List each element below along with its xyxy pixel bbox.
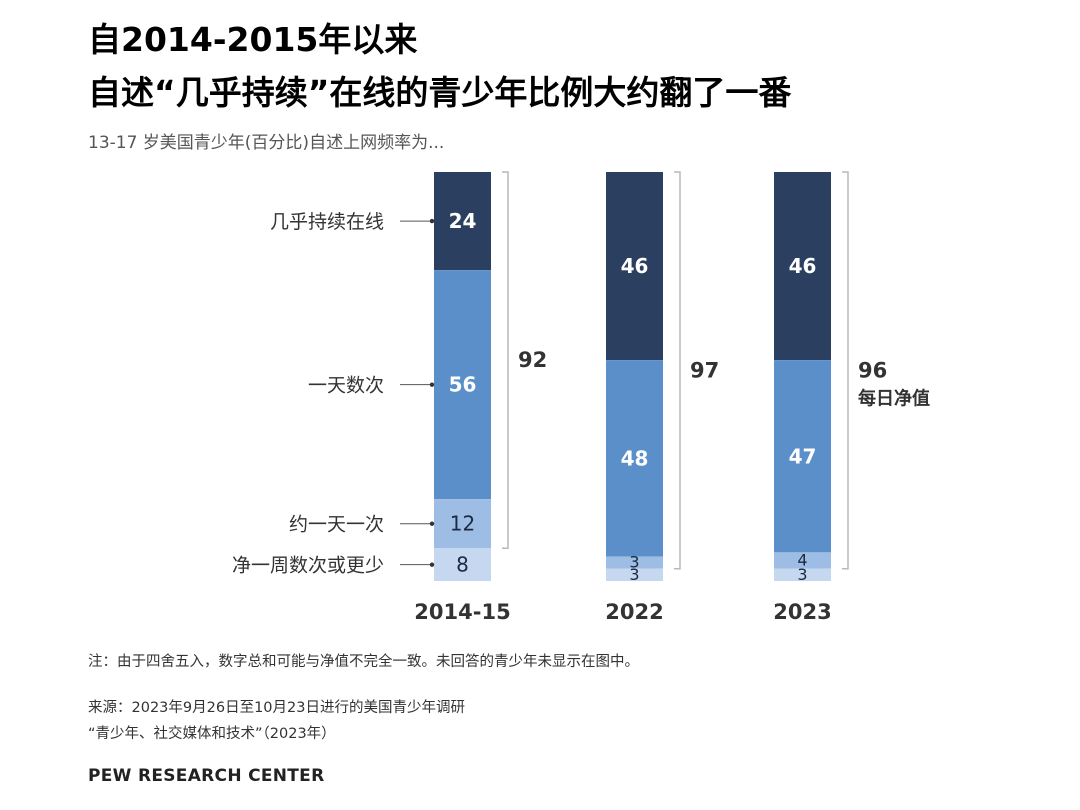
bar-segment [774, 568, 831, 581]
source-line1: 来源：2023年9月26日至10月23日进行的美国青少年调研 [88, 700, 465, 716]
bar-value-label: 8 [456, 553, 469, 577]
bar-value-label: 48 [621, 446, 649, 470]
category-label: 2014-15 [414, 600, 510, 624]
category-label: 2022 [605, 600, 663, 624]
bar-segment [434, 172, 491, 271]
source-line2: “青少年、社交媒体和技术”（2023年） [88, 726, 336, 742]
bar-segment [434, 499, 491, 549]
category-label: 2023 [773, 600, 831, 624]
bar-segment [606, 172, 663, 361]
chart-title-line2: 自述“几乎持续”在线的青少年比例大约翻了一番 [88, 73, 792, 112]
bar-segment [606, 556, 663, 569]
net-bracket [674, 171, 681, 570]
bar-segment [606, 360, 663, 557]
bar-value-label: 46 [789, 254, 817, 278]
bar-value-label: 3 [797, 565, 807, 584]
net-bracket [842, 171, 849, 570]
chart-title-line1: 自2014-2015年以来 [88, 20, 418, 59]
stacked-bar-chart: 24561282014-1592464833202297464743202396… [232, 171, 930, 624]
leader-dot [429, 382, 435, 387]
chart-subtitle: 13-17 岁美国青少年(百分比)自述上网频率为... [88, 133, 445, 153]
leader-dot [429, 521, 435, 526]
bar-segment [434, 548, 491, 581]
leader-dot [429, 562, 435, 567]
bar-segment [774, 552, 831, 569]
bar-segment [606, 568, 663, 581]
series-label: 一天数次 [308, 375, 384, 397]
bar-value-label: 47 [789, 444, 817, 468]
bar-value-label: 3 [629, 553, 639, 572]
footnote: 注：由于四舍五入，数字总和可能与净值不完全一致。未回答的青少年未显示在图中。 [88, 654, 639, 670]
brand-logo-text: PEW RESEARCH CENTER [88, 766, 325, 786]
net-value-label: 96 [858, 358, 887, 382]
net-bracket [502, 171, 509, 550]
net-value-label: 92 [518, 348, 547, 372]
bar-segment [434, 270, 491, 500]
bar-value-label: 12 [450, 512, 475, 536]
bar-value-label: 24 [449, 209, 477, 233]
bar-value-label: 4 [797, 551, 807, 570]
net-caption: 每日净值 [858, 387, 930, 409]
net-value-label: 97 [690, 358, 719, 382]
bar-value-label: 56 [449, 373, 477, 397]
bar-segment [774, 360, 831, 553]
series-label: 净一周数次或更少 [232, 555, 384, 577]
series-label: 约一天一次 [289, 514, 384, 536]
bar-segment [774, 172, 831, 361]
bar-value-label: 3 [629, 565, 639, 584]
bar-value-label: 46 [621, 254, 649, 278]
series-label: 几乎持续在线 [270, 211, 384, 233]
leader-dot [429, 218, 435, 224]
